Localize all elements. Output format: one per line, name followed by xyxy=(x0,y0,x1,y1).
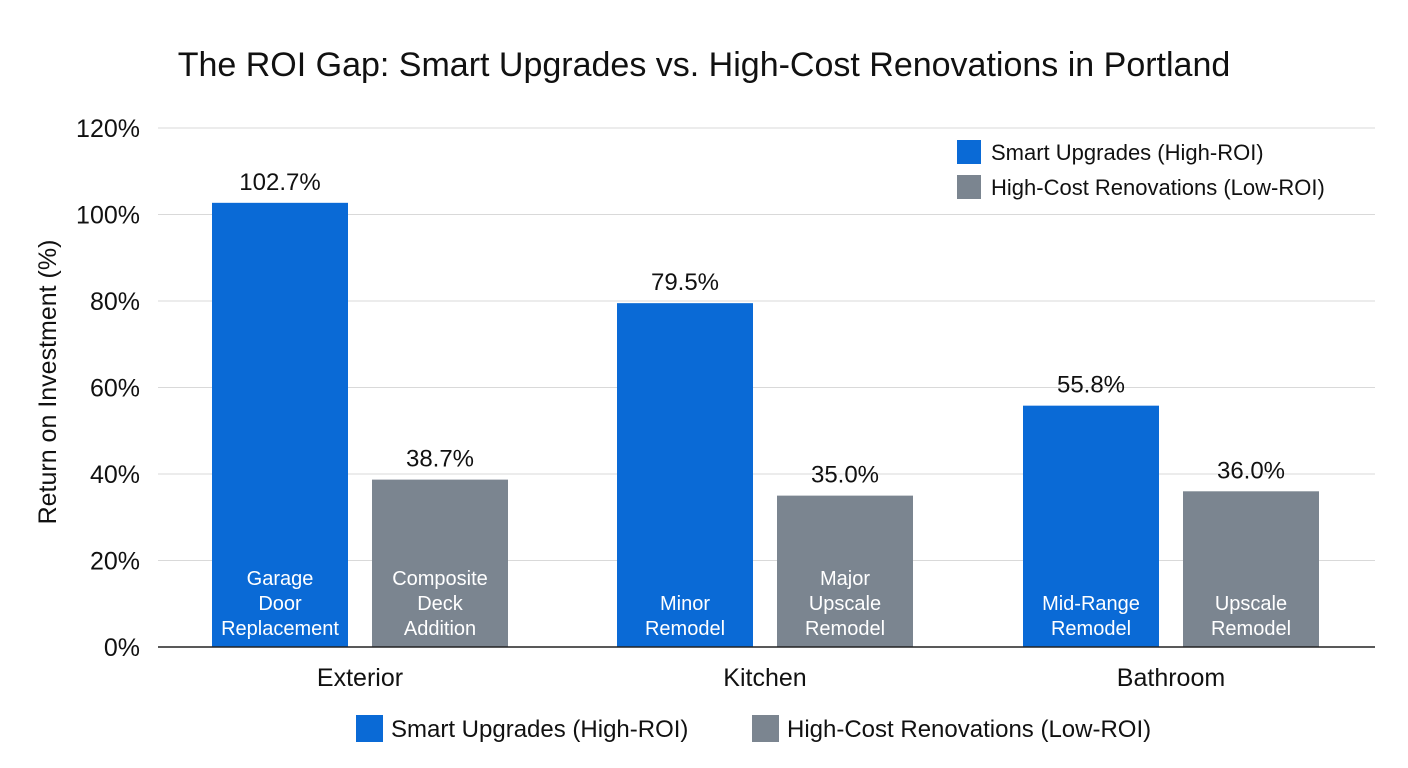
bar-inner-label: Minor xyxy=(660,593,710,615)
bar-inner-label: Door xyxy=(258,593,302,615)
x-category-labels: Exterior Kitchen Bathroom xyxy=(317,664,1225,692)
bar-value-label: 35.0% xyxy=(811,462,879,489)
legend-swatch xyxy=(957,140,981,164)
bar-inner-label: Remodel xyxy=(1051,618,1131,640)
legend-swatch xyxy=(356,715,383,742)
legend-label: High-Cost Renovations (Low-ROI) xyxy=(991,175,1325,200)
legend-bottom: Smart Upgrades (High-ROI) High-Cost Renov… xyxy=(356,715,1151,743)
legend-label: Smart Upgrades (High-ROI) xyxy=(391,716,688,743)
y-tick-label: 40% xyxy=(90,461,140,489)
bar-highcost-bathroom xyxy=(1183,491,1319,647)
bar-value-label: 102.7% xyxy=(239,169,320,196)
bar-inner-label: Replacement xyxy=(221,618,339,640)
y-tick-labels: 0% 20% 40% 60% 80% 100% 120% xyxy=(76,115,140,662)
x-category-label: Kitchen xyxy=(723,664,806,692)
y-tick-label: 120% xyxy=(76,115,140,143)
bar-smart-kitchen xyxy=(617,303,753,647)
bar-inner-label: Mid-Range xyxy=(1042,593,1140,615)
legend-swatch xyxy=(957,175,981,199)
y-tick-label: 80% xyxy=(90,288,140,316)
x-category-label: Exterior xyxy=(317,664,403,692)
bar-highcost-kitchen xyxy=(777,495,913,647)
chart-title: The ROI Gap: Smart Upgrades vs. High-Cos… xyxy=(178,46,1231,84)
y-tick-label: 20% xyxy=(90,548,140,576)
bar-inner-label: Major xyxy=(820,568,870,590)
bar-value-label: 79.5% xyxy=(651,269,719,296)
bar-inner-label: Remodel xyxy=(1211,618,1291,640)
y-tick-label: 0% xyxy=(104,634,140,662)
legend-swatch xyxy=(752,715,779,742)
bar-value-label: 55.8% xyxy=(1057,372,1125,399)
bar-inner-label: Composite xyxy=(392,568,488,590)
grid-lines xyxy=(158,127,1375,561)
legend-top-right: Smart Upgrades (High-ROI) High-Cost Renov… xyxy=(957,140,1325,200)
y-tick-label: 60% xyxy=(90,375,140,403)
bar-inner-label: Remodel xyxy=(645,618,725,640)
legend-label: High-Cost Renovations (Low-ROI) xyxy=(787,716,1151,743)
bar-smart-exterior xyxy=(212,202,348,647)
bar-smart-bathroom xyxy=(1023,405,1159,647)
bar-inner-label: Upscale xyxy=(809,593,881,615)
y-tick-label: 100% xyxy=(76,202,140,230)
y-axis-label: Return on Investment (%) xyxy=(34,240,62,525)
bar-inner-label: Remodel xyxy=(805,618,885,640)
bar-inner-label: Addition xyxy=(404,618,476,640)
bar-inner-label: Upscale xyxy=(1215,593,1287,615)
bar-highcost-exterior xyxy=(372,479,508,647)
bars: 102.7% Garage Door Replacement 38.7% Composit… xyxy=(212,169,1319,647)
x-category-label: Bathroom xyxy=(1117,664,1225,692)
bar-value-label: 38.7% xyxy=(406,446,474,473)
bar-value-label: 36.0% xyxy=(1217,457,1285,484)
bar-inner-label: Deck xyxy=(417,593,464,615)
legend-label: Smart Upgrades (High-ROI) xyxy=(991,140,1264,165)
bar-inner-label: Garage xyxy=(247,568,314,590)
